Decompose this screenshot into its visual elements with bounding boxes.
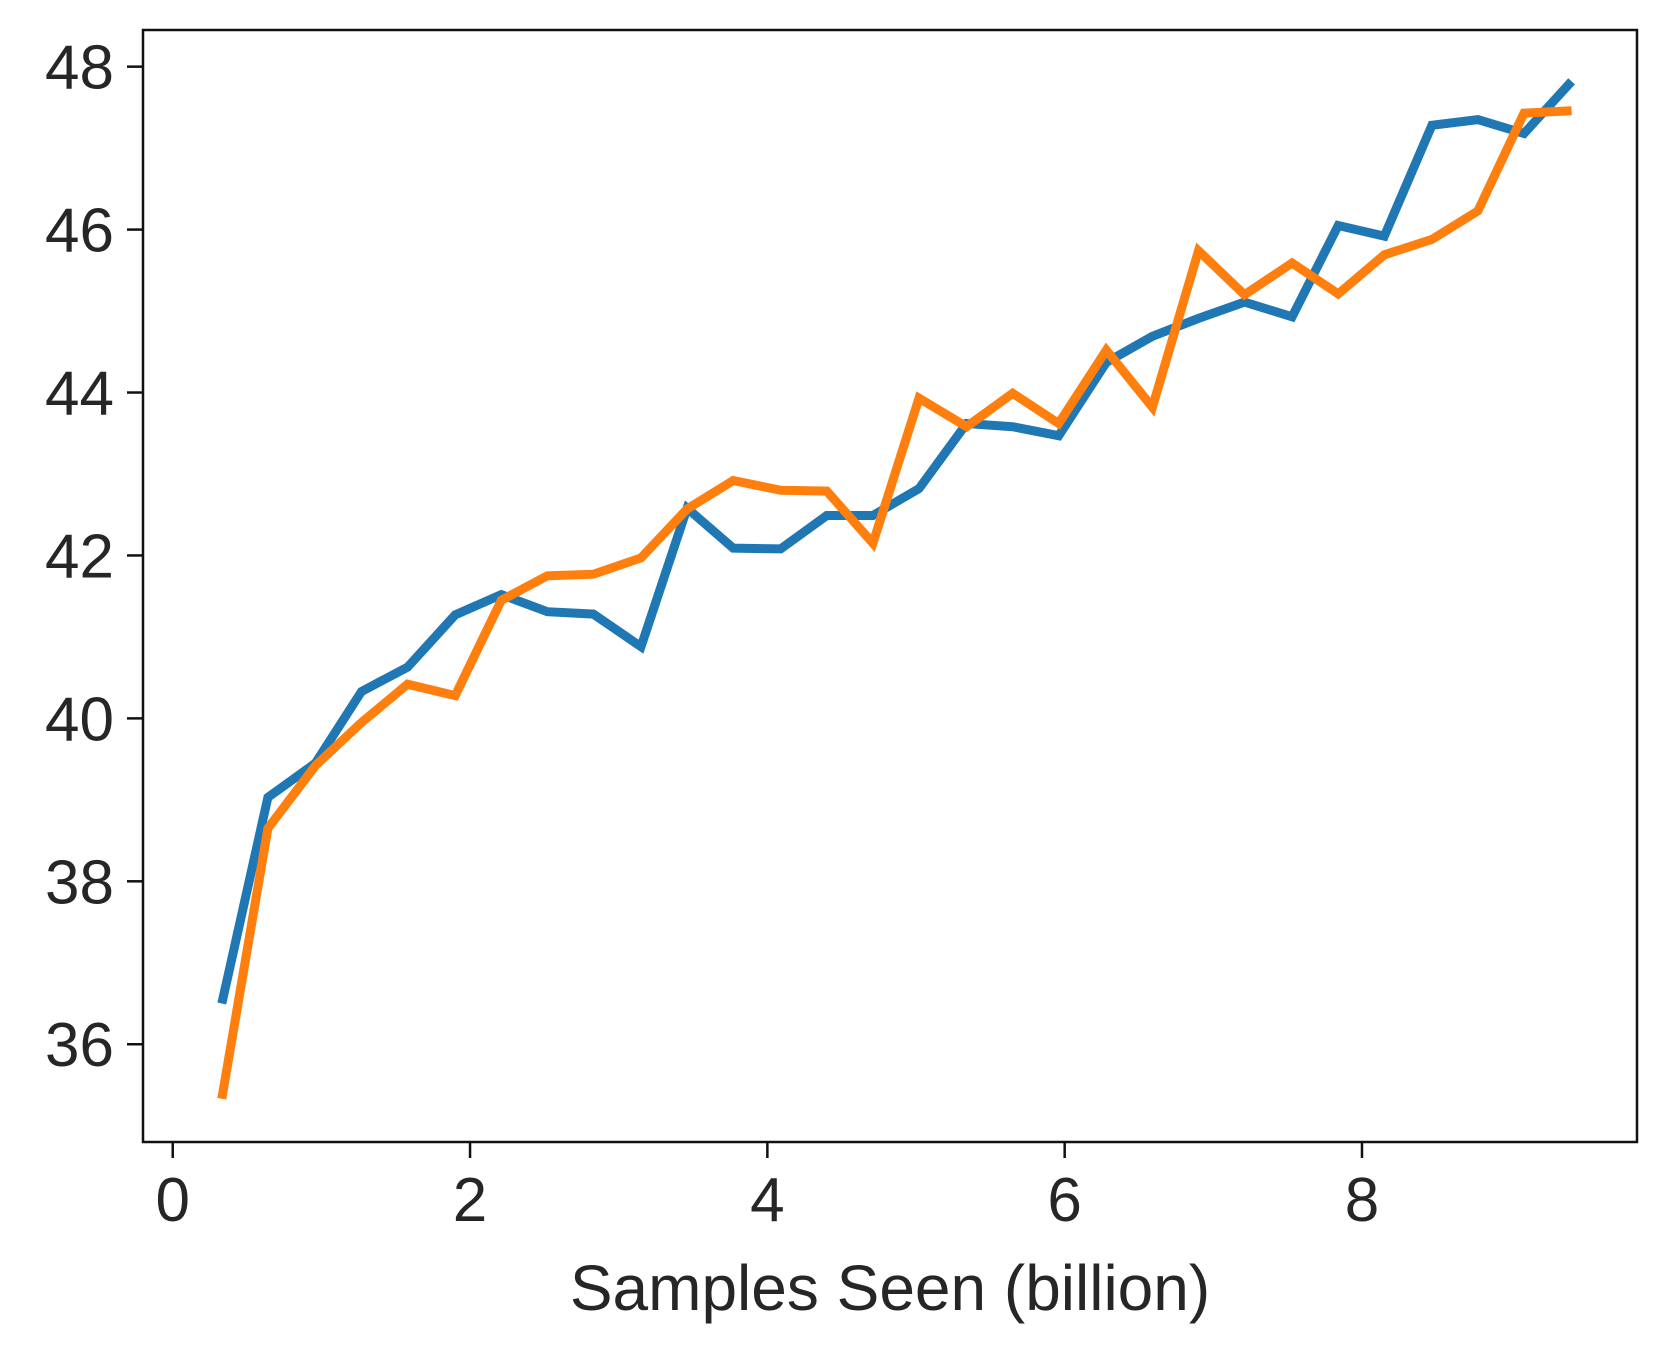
x-axis-label: Samples Seen (billion) <box>570 1252 1210 1324</box>
y-tick-label: 42 <box>45 522 114 591</box>
series-layer <box>217 78 1575 1100</box>
series-line-2 <box>217 106 1572 1100</box>
y-tick-label: 36 <box>45 1011 114 1080</box>
y-tick-label: 48 <box>45 34 114 103</box>
x-tick-label: 4 <box>750 1166 784 1235</box>
series-line-1 <box>217 78 1575 1005</box>
x-tick-label: 0 <box>155 1166 189 1235</box>
y-tick-label: 38 <box>45 848 114 917</box>
x-tick-label: 8 <box>1345 1166 1379 1235</box>
x-tick-label: 6 <box>1047 1166 1081 1235</box>
plot-frame <box>141 28 1639 1144</box>
y-tick-label: 46 <box>45 197 114 266</box>
y-tick-label: 44 <box>45 360 114 429</box>
x-tick-label: 2 <box>453 1166 487 1235</box>
y-tick-label: 40 <box>45 685 114 754</box>
